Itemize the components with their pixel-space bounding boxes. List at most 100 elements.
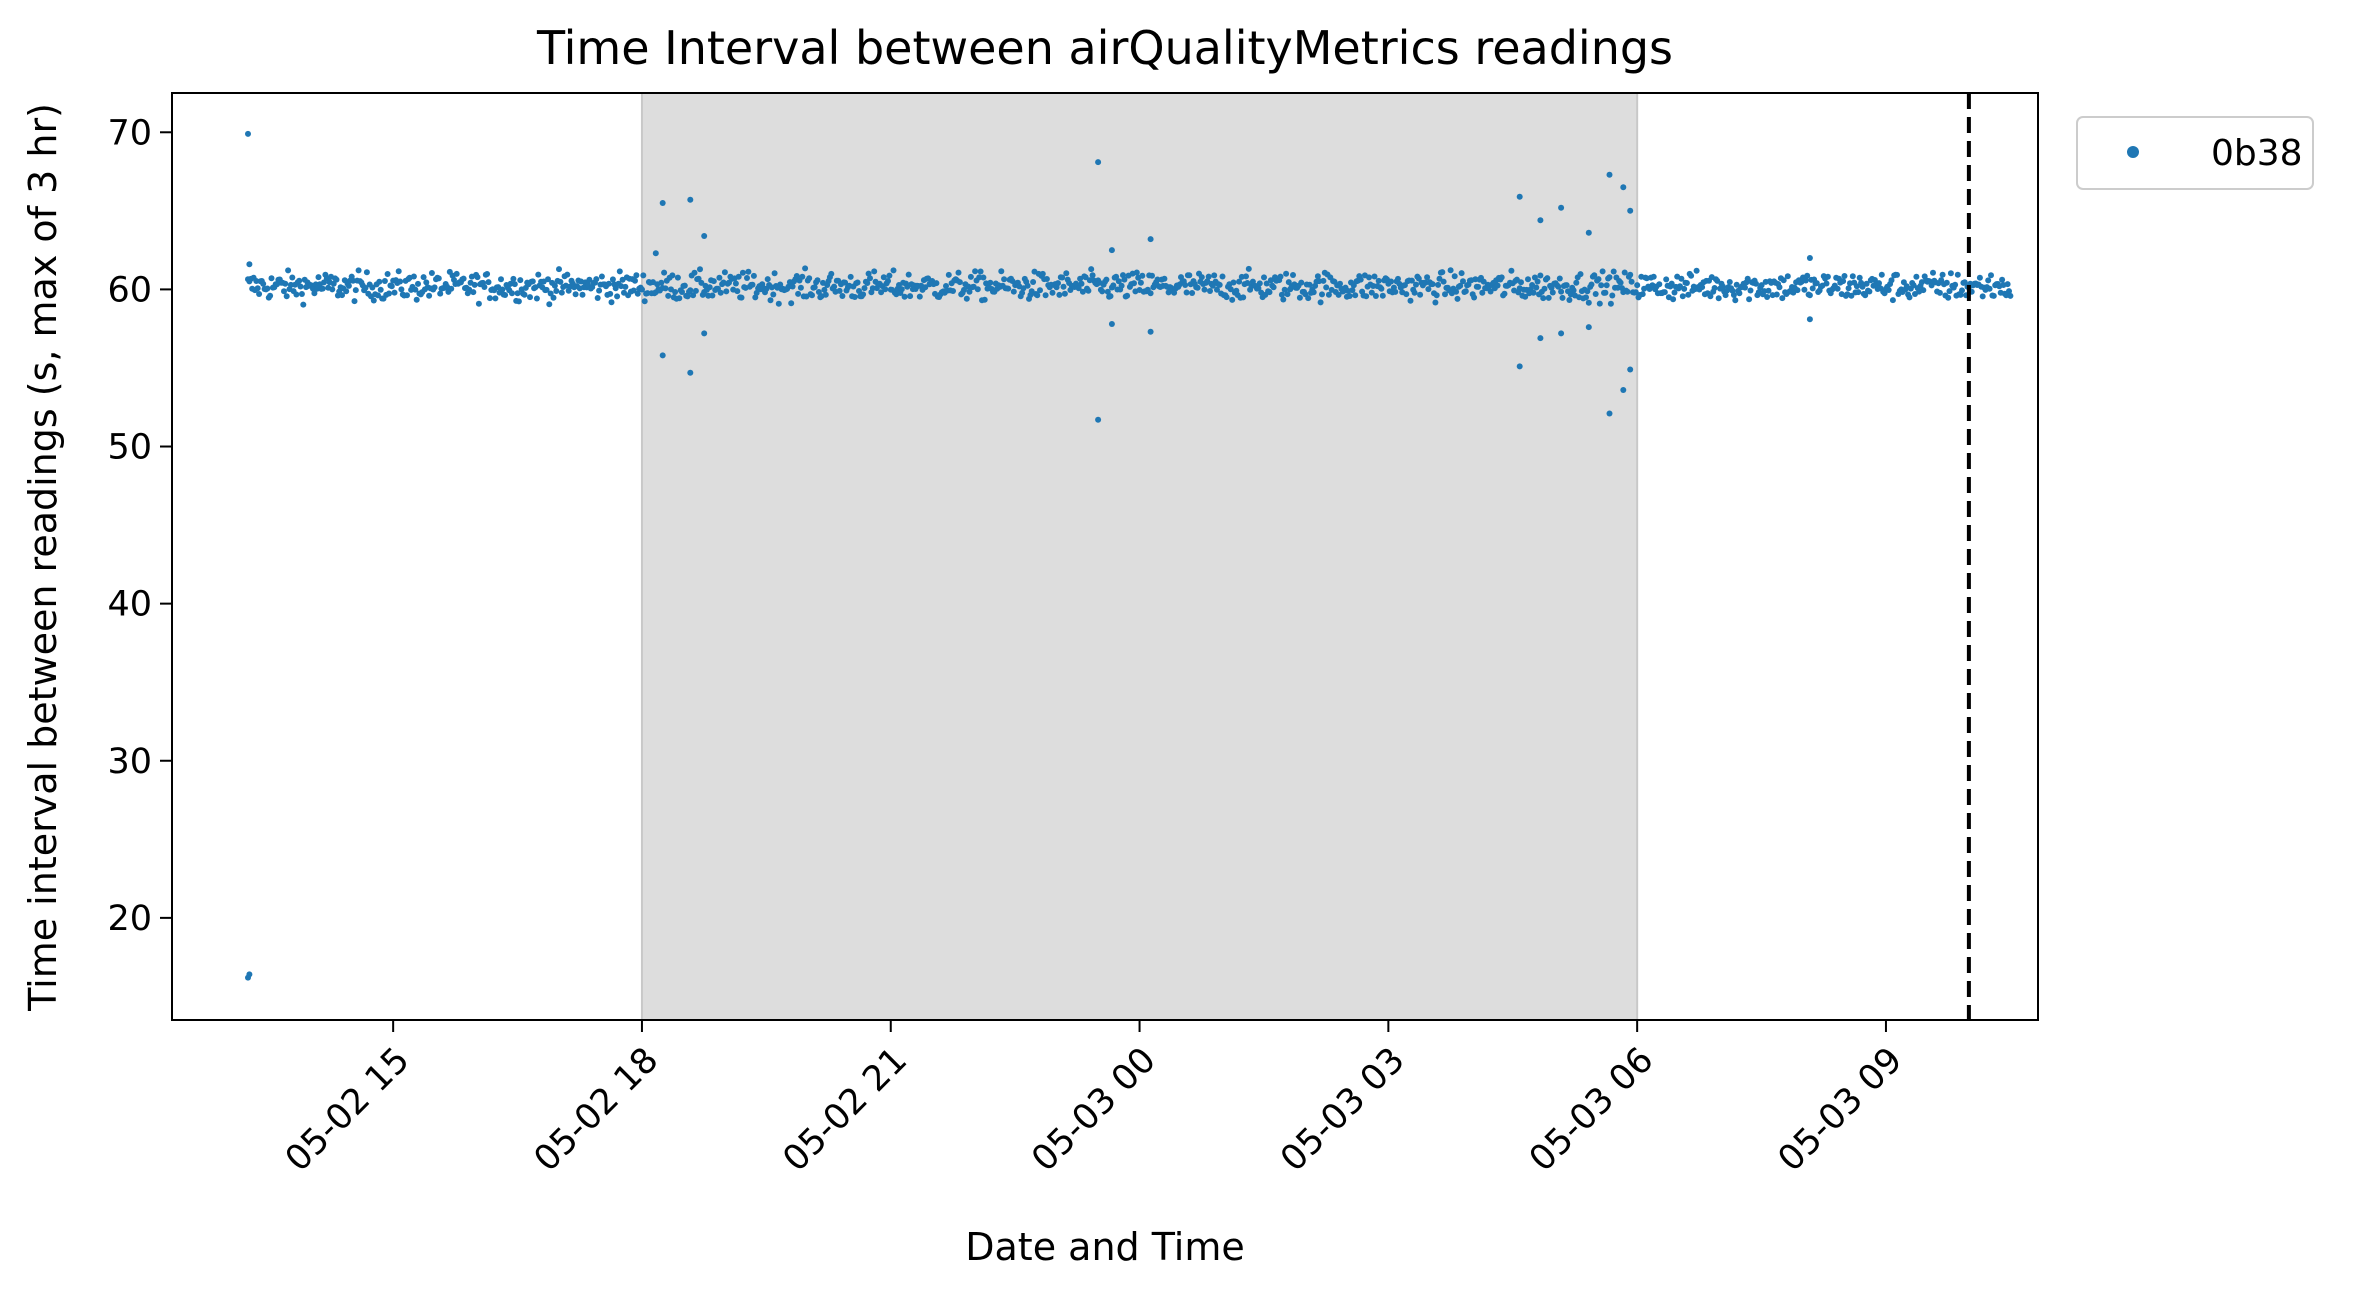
data-point — [1079, 288, 1086, 295]
data-point — [1435, 281, 1442, 288]
data-point — [428, 270, 435, 276]
data-point — [1999, 276, 2006, 283]
data-point — [1346, 293, 1353, 299]
data-point-outlier — [1806, 316, 1813, 323]
data-point — [1650, 273, 1657, 280]
data-point-outlier — [245, 130, 251, 137]
data-point — [1809, 285, 1816, 292]
data-point — [1460, 278, 1466, 285]
data-point — [413, 296, 420, 303]
data-point — [1034, 292, 1041, 299]
data-point — [1363, 293, 1370, 300]
data-point — [557, 278, 564, 285]
data-point — [1522, 293, 1529, 300]
data-point — [1617, 279, 1624, 286]
data-point — [1255, 285, 1262, 292]
data-point — [977, 268, 984, 275]
data-point — [529, 278, 536, 285]
data-point — [1584, 288, 1591, 295]
legend-marker-0b38 — [2127, 146, 2139, 158]
data-point — [1323, 284, 1330, 291]
data-point — [1056, 291, 1063, 298]
data-point — [1628, 278, 1635, 285]
data-point — [684, 293, 691, 300]
data-point — [481, 284, 488, 290]
data-point — [771, 270, 778, 277]
data-point — [710, 278, 717, 285]
data-point — [1124, 292, 1131, 299]
data-point — [551, 282, 558, 289]
data-point — [1595, 276, 1602, 283]
data-point — [586, 276, 593, 283]
x-axis-label: Date and Time — [965, 1225, 1244, 1269]
series-0b38-points — [245, 130, 2014, 981]
data-point — [1417, 291, 1424, 298]
data-point — [878, 289, 885, 296]
data-point — [300, 301, 307, 308]
data-point — [1395, 275, 1401, 282]
data-point-outlier — [1806, 255, 1813, 261]
data-point — [329, 286, 336, 293]
data-point — [260, 280, 267, 287]
y-axis-label: Time interval between readings (s, max o… — [21, 103, 65, 1012]
data-point — [254, 285, 261, 292]
data-point — [1577, 271, 1584, 278]
data-point — [1663, 276, 1670, 283]
data-point — [1447, 267, 1454, 274]
data-point — [1979, 293, 1986, 300]
data-point — [315, 274, 322, 281]
data-point — [836, 287, 843, 294]
data-point — [1078, 280, 1085, 287]
data-point — [1634, 282, 1641, 289]
data-point — [474, 274, 481, 281]
data-point — [556, 266, 562, 273]
data-point — [945, 271, 952, 278]
data-point — [1840, 278, 1847, 285]
data-point — [1055, 280, 1061, 287]
data-point — [1679, 293, 1686, 300]
data-point — [674, 274, 681, 281]
data-point — [788, 300, 795, 307]
data-point — [1525, 276, 1531, 283]
data-point — [1639, 291, 1646, 298]
data-point — [1668, 280, 1675, 287]
data-point — [661, 269, 668, 276]
data-point — [1863, 280, 1870, 287]
data-point — [814, 277, 821, 284]
data-point — [1606, 274, 1613, 281]
data-point — [1320, 277, 1327, 284]
data-point — [517, 277, 524, 284]
data-point — [1267, 277, 1274, 284]
data-point — [1424, 274, 1431, 281]
data-point — [1216, 281, 1223, 288]
data-point — [1913, 273, 1920, 280]
data-point — [1139, 272, 1146, 279]
data-point — [1573, 279, 1580, 286]
data-point — [752, 294, 759, 301]
data-point — [955, 269, 962, 276]
data-point — [1454, 295, 1461, 302]
data-point — [860, 291, 867, 298]
data-point — [1182, 282, 1189, 288]
data-point — [514, 290, 521, 297]
data-point — [2007, 292, 2014, 299]
data-point — [593, 276, 600, 283]
data-point-outlier — [652, 250, 659, 257]
data-point — [861, 285, 868, 292]
data-point — [735, 273, 742, 280]
data-point — [1862, 292, 1869, 299]
data-point — [692, 287, 699, 294]
data-point — [1588, 281, 1595, 288]
data-point — [1621, 269, 1628, 276]
data-point — [1988, 272, 1994, 279]
data-point — [1570, 287, 1577, 294]
data-point — [2004, 281, 2011, 288]
data-point — [901, 293, 908, 300]
data-point — [1229, 296, 1236, 303]
data-point — [1848, 292, 1855, 299]
data-point — [1957, 291, 1964, 298]
data-point — [289, 274, 296, 281]
data-point — [1049, 289, 1056, 296]
data-point — [431, 284, 438, 291]
data-point-outlier — [1537, 217, 1544, 224]
